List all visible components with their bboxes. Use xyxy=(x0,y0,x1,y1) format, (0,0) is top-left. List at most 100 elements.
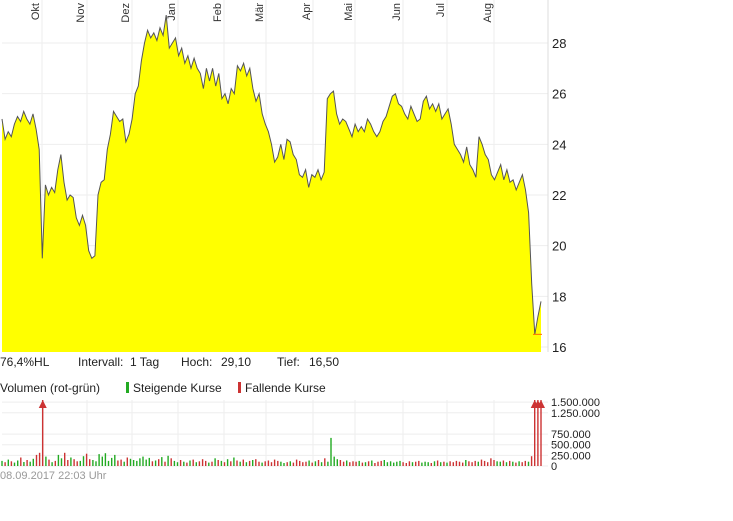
volume-bar xyxy=(248,460,251,466)
high-value: 29,10 xyxy=(221,355,252,369)
volume-bar xyxy=(98,454,100,466)
month-label: Mär xyxy=(254,3,266,22)
volume-bar xyxy=(226,459,229,466)
volume-bar xyxy=(54,460,56,466)
interval-value: 1 Tag xyxy=(130,355,160,369)
volume-bar xyxy=(283,463,285,466)
volume-bar xyxy=(148,457,150,466)
volume-bar xyxy=(10,461,13,466)
volume-bar xyxy=(273,459,276,466)
volume-bar xyxy=(530,456,533,466)
volume-bar xyxy=(117,460,119,466)
volume-bar xyxy=(446,462,448,466)
volume-bar xyxy=(1,460,3,466)
volume-bar xyxy=(393,462,395,466)
volume-bar xyxy=(314,461,317,466)
volume-bar xyxy=(267,460,270,466)
low-label: Tief: xyxy=(277,355,300,369)
volume-bar xyxy=(405,463,407,466)
volume-bar xyxy=(421,462,423,466)
volume-bar xyxy=(220,460,223,466)
volume-bar xyxy=(505,462,508,466)
volume-bar xyxy=(142,456,144,466)
volume-bar xyxy=(367,461,370,466)
volume-bar xyxy=(32,458,34,466)
volume-bar xyxy=(418,460,420,466)
volume-bar xyxy=(471,462,473,466)
volume-bar xyxy=(176,462,179,466)
volume-tick-label: 1.250.000 xyxy=(551,408,600,420)
volume-bar xyxy=(79,460,81,466)
volume-bar xyxy=(277,460,279,466)
volume-bar xyxy=(161,457,163,466)
volume-bar xyxy=(524,460,526,466)
volume-bar xyxy=(452,462,454,466)
volume-bar xyxy=(239,461,241,466)
volume-bar xyxy=(120,459,122,466)
volume-bar xyxy=(399,460,401,466)
volume-bar xyxy=(208,462,210,466)
hl-value: 76,4%HL xyxy=(0,355,50,369)
volume-tick-label: 750.000 xyxy=(551,429,591,441)
volume-bar xyxy=(477,461,479,466)
volume-bar xyxy=(89,459,91,466)
month-label: Mai xyxy=(343,3,355,21)
volume-bar xyxy=(76,461,78,466)
volume-bar xyxy=(346,460,348,466)
month-label: Jul xyxy=(435,3,447,17)
volume-bar xyxy=(468,461,470,466)
volume-bar xyxy=(289,461,291,466)
volume-bar xyxy=(158,459,160,466)
volume-bar xyxy=(170,458,172,466)
month-label: Aug xyxy=(482,3,494,23)
volume-bar xyxy=(499,461,501,466)
volume-bar xyxy=(7,459,9,466)
volume-bar xyxy=(223,462,226,466)
volume-bar xyxy=(311,462,313,466)
legend-rising-label: Steigende Kurse xyxy=(133,381,222,395)
volume-bar xyxy=(111,457,113,466)
volume-bar xyxy=(261,462,263,466)
volume-bar xyxy=(386,462,389,466)
volume-bar xyxy=(95,461,97,466)
volume-bar xyxy=(189,460,191,466)
volume-bar xyxy=(509,460,511,466)
month-label: Okt xyxy=(30,3,42,20)
volume-bar xyxy=(82,456,85,466)
volume-bar xyxy=(299,460,301,466)
volume-bar xyxy=(167,455,169,466)
volume-bar xyxy=(358,460,360,466)
volume-bar xyxy=(424,461,426,466)
price-y-ticks: 16 18 20 22 24 26 28 xyxy=(552,36,566,355)
volume-bar xyxy=(92,460,94,466)
volume-bar xyxy=(23,462,25,466)
volume-bar xyxy=(73,459,75,466)
month-labels: Okt Nov Dez Jan Feb Mär Apr Mai Jun Jul Aug xyxy=(30,3,494,23)
volume-bar xyxy=(490,458,492,466)
volume-bar xyxy=(132,460,135,466)
volume-bar xyxy=(324,458,326,466)
volume-bar xyxy=(496,461,498,466)
volume-bar xyxy=(17,460,19,466)
volume-bar xyxy=(230,461,232,466)
volume-bar xyxy=(540,400,542,466)
volume-grid xyxy=(2,400,548,467)
volume-bar xyxy=(13,462,16,466)
volume-bar xyxy=(515,462,517,466)
volume-overflow-arrow xyxy=(537,400,545,408)
volume-bar xyxy=(443,461,445,466)
volume-bar xyxy=(179,460,182,466)
volume-bar xyxy=(252,460,254,466)
volume-bar xyxy=(383,460,385,466)
volume-bar xyxy=(371,460,373,466)
volume-bar xyxy=(85,453,88,466)
volume-bar xyxy=(527,461,530,466)
volume-bar xyxy=(145,459,147,466)
price-tick-label: 20 xyxy=(552,239,566,254)
volume-bar xyxy=(402,462,404,466)
volume-bar xyxy=(349,462,351,466)
volume-bar xyxy=(493,460,495,466)
volume-bar xyxy=(396,461,398,466)
volume-bar xyxy=(205,460,207,466)
